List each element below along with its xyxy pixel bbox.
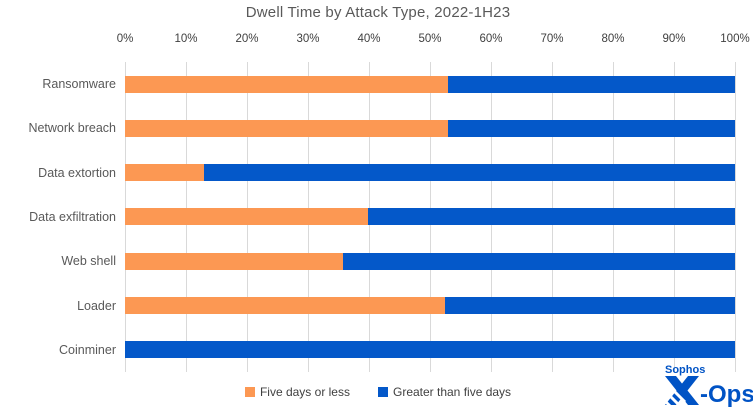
bar-row	[125, 239, 735, 283]
bar-segment	[448, 75, 735, 93]
x-tick-label: 70%	[540, 33, 564, 45]
logo-x-glyph	[661, 376, 699, 410]
bar-segment	[125, 341, 735, 359]
bar-row	[125, 151, 735, 195]
bar-row	[125, 106, 735, 150]
bar-row	[125, 328, 735, 372]
bar-segment	[448, 119, 735, 137]
logo-sophos-text: Sophos	[665, 364, 705, 376]
y-axis-labels: Ransomware Network breach Data extortion Da…	[0, 62, 125, 372]
bar-segment	[445, 297, 735, 315]
x-tick-label: 30%	[296, 33, 320, 45]
category-label: Loader	[77, 298, 116, 313]
x-tick-label: 100%	[720, 33, 750, 45]
legend-label: Greater than five days	[392, 385, 512, 399]
gridline	[734, 62, 736, 372]
legend-item: Five days or less	[244, 385, 350, 399]
category-label: Coinminer	[59, 342, 116, 357]
legend-label: Five days or less	[259, 385, 350, 399]
bar-segment	[204, 164, 735, 182]
sophos-xops-logo-graphic: Sophos -Ops	[661, 364, 755, 410]
x-tick-label: 50%	[418, 33, 442, 45]
legend-swatch	[244, 387, 255, 397]
stacked-bar	[125, 164, 735, 182]
x-tick-label: 10%	[174, 33, 198, 45]
stacked-bar	[125, 252, 735, 270]
bar-segment	[125, 75, 449, 93]
bar-row	[125, 283, 735, 327]
bar-segment	[125, 208, 368, 226]
plot-area	[124, 62, 736, 372]
bar-row	[125, 195, 735, 239]
bar-segment	[342, 252, 735, 270]
bar-segment	[125, 297, 446, 315]
x-tick-label: 80%	[601, 33, 625, 45]
category-label: Data exfiltration	[29, 209, 116, 224]
bar-segment	[125, 252, 343, 270]
legend-item: Greater than five days	[377, 385, 512, 399]
x-tick-label: 60%	[479, 33, 503, 45]
category-label: Network breach	[28, 121, 116, 136]
category-label: Ransomware	[42, 77, 116, 92]
x-tick-label: 0%	[116, 33, 134, 45]
sophos-xops-logo: Sophos -Ops	[661, 361, 755, 410]
bar-rows	[125, 62, 735, 372]
stacked-bar	[125, 119, 735, 137]
stacked-bar	[125, 297, 735, 315]
bar-segment	[367, 208, 735, 226]
category-label: Data extortion	[38, 165, 116, 180]
legend: Five days or less Greater than five days	[0, 385, 756, 399]
bar-segment	[125, 164, 205, 182]
category-label: Web shell	[61, 254, 116, 269]
x-axis: 0% 10% 20% 30% 40% 50% 60% 70% 80% 90% 100%	[117, 33, 750, 48]
bar-row	[125, 62, 735, 106]
bar-segment	[125, 119, 449, 137]
logo-ops-text: -Ops	[700, 381, 753, 408]
x-tick-label: 90%	[662, 33, 686, 45]
stacked-bar	[125, 208, 735, 226]
stacked-bar	[125, 341, 735, 359]
legend-swatch	[377, 387, 388, 397]
chart-title: Dwell Time by Attack Type, 2022-1H23	[245, 4, 511, 21]
x-tick-label: 40%	[357, 33, 381, 45]
stacked-bar	[125, 75, 735, 93]
x-tick-label: 20%	[235, 33, 259, 45]
